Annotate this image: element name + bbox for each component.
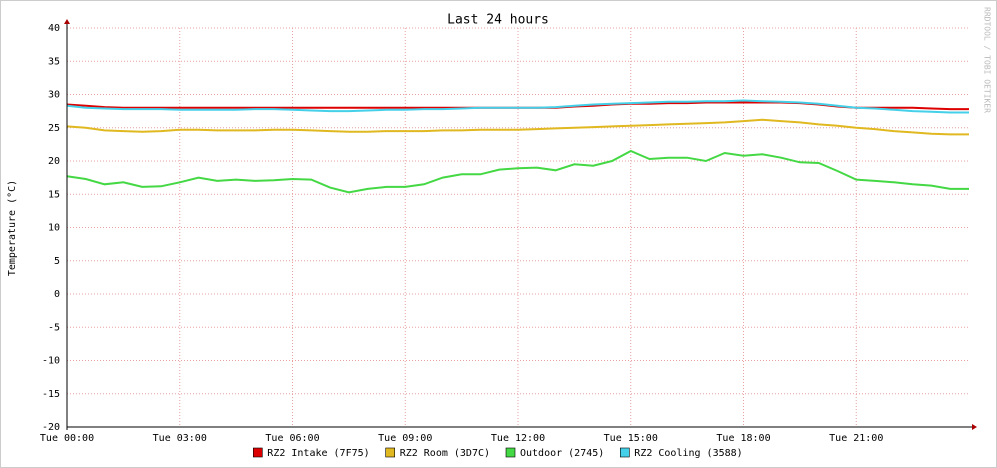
x-tick-label: Tue 12:00 <box>491 433 545 444</box>
legend-swatch <box>385 447 396 458</box>
series-line <box>66 99 969 114</box>
grid <box>66 27 969 428</box>
legend-label: Outdoor (2745) <box>520 448 604 459</box>
y-tick-label: 10 <box>48 223 60 234</box>
x-tick-label: Tue 06:00 <box>265 433 319 444</box>
legend-swatch <box>253 447 263 458</box>
y-tick-label: -10 <box>42 356 60 367</box>
legend-item: RZ2 Cooling (3588) <box>619 447 743 459</box>
x-arrow <box>972 424 977 430</box>
y-tick-label: 5 <box>54 256 60 267</box>
x-tick-label: Tue 15:00 <box>604 433 658 444</box>
x-tick-label: Tue 00:00 <box>40 433 94 444</box>
legend-label: RZ2 Intake (7F75) <box>267 448 369 459</box>
legend-item: RZ2 Room (3D7C) <box>385 447 490 459</box>
y-tick-label: 0 <box>54 289 60 300</box>
legend-label: RZ2 Cooling (3588) <box>634 448 742 459</box>
y-tick-label: 25 <box>48 123 60 134</box>
legend: RZ2 Intake (7F75) RZ2 Room (3D7C) Outdoor … <box>253 447 743 459</box>
watermark: RRDTOOL / TOBI OETIKER <box>983 7 992 113</box>
legend-label: RZ2 Room (3D7C) <box>400 448 490 459</box>
y-tick-label: 40 <box>48 23 60 34</box>
y-tick-label: -15 <box>42 389 60 400</box>
x-tick-label: Tue 09:00 <box>378 433 432 444</box>
x-tick-label: Tue 18:00 <box>716 433 770 444</box>
legend-item: RZ2 Intake (7F75) <box>253 447 370 459</box>
legend-swatch <box>505 447 516 458</box>
x-tick-label: Tue 21:00 <box>829 433 883 444</box>
y-tick-label: -5 <box>48 322 60 333</box>
series-line <box>66 149 969 194</box>
legend-swatch <box>619 447 630 458</box>
x-tick-label: Tue 03:00 <box>153 433 207 444</box>
plot <box>66 99 969 194</box>
y-axis-label: Temperature (°C) <box>7 180 18 276</box>
y-tick-label: 35 <box>48 56 60 67</box>
series-line <box>66 118 969 136</box>
y-tick-label: 30 <box>48 90 60 101</box>
y-tick-label: 15 <box>48 189 60 200</box>
y-arrow <box>64 19 70 24</box>
legend-item: Outdoor (2745) <box>505 447 604 459</box>
y-tick-label: 20 <box>48 156 60 167</box>
y-tick-label: -20 <box>42 422 60 433</box>
chart-title: Last 24 hours <box>447 13 549 28</box>
